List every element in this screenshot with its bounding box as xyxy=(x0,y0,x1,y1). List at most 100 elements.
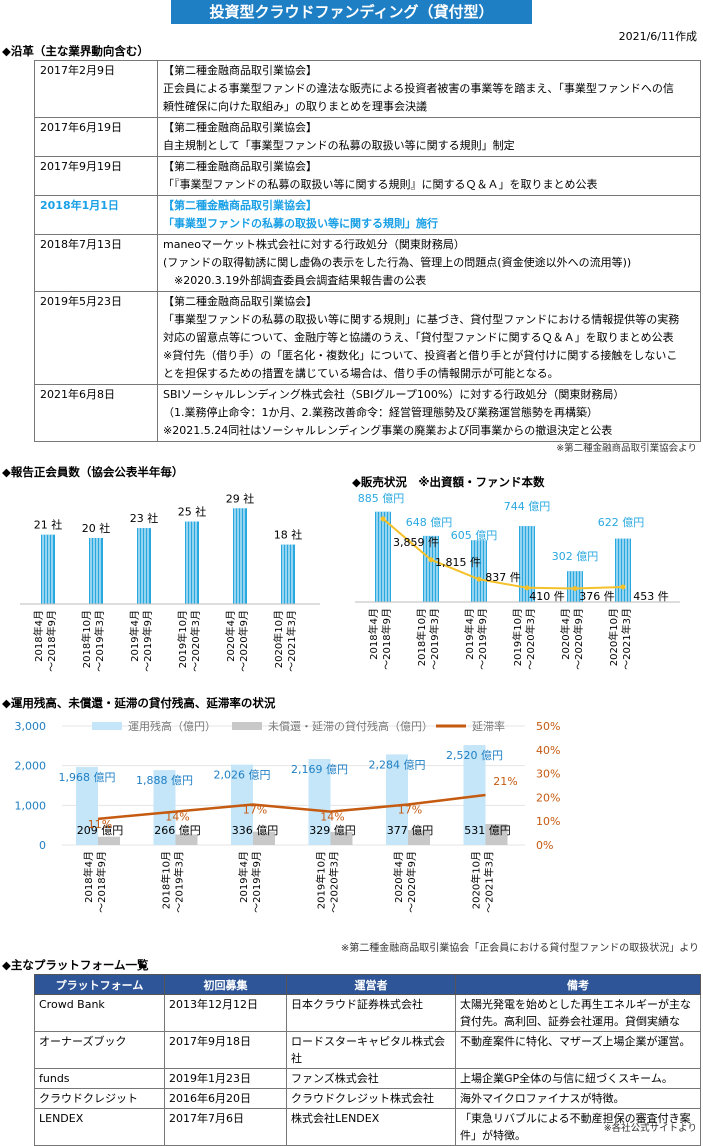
history-line: 【第二種金融商品取引業協会】 xyxy=(163,121,317,134)
sales-category-label: ～2019年9月 xyxy=(476,608,489,670)
sales-category-label: ～2020年9月 xyxy=(572,608,585,670)
balance-bar xyxy=(76,766,98,845)
y2-tick-label: 50% xyxy=(536,720,560,733)
col-header-first-offer: 初回募集 xyxy=(164,974,287,995)
balance-category-label: ～2019年9月 xyxy=(250,851,263,913)
history-line: 「事業型ファンドの私募の取扱い等に関する規則」施行 xyxy=(163,217,438,230)
history-line: maneoマーケット株式会社に対する行政処分（関東財務局） xyxy=(163,238,465,251)
balance-category-label: 2018年4月 xyxy=(82,851,95,903)
npl-bar xyxy=(175,834,198,845)
history-row: 2021年6月8日 SBIソーシャルレンディング株式会社（SBIグループ100%）… xyxy=(34,384,701,442)
platform-row: funds 2019年1月23日 ファンズ株式会社 上場企業GP全体の与信に紐づくスキ… xyxy=(34,1068,701,1089)
history-description: 【第二種金融商品取引業協会】「事業型ファンドの私募の取扱い等に関する規則」施行 xyxy=(157,195,701,235)
sales-count-label: 410 件 xyxy=(529,590,565,603)
history-description: SBIソーシャルレンディング株式会社（SBIグループ100%）に対する行政処分（… xyxy=(157,384,701,442)
y2-tick-label: 30% xyxy=(536,768,560,781)
balance-category-label: ～2018年9月 xyxy=(95,851,108,913)
npl-value-label: 377 億円 xyxy=(387,824,434,837)
history-line: SBIソーシャルレンディング株式会社（SBIグループ100%）に対する行政処分（… xyxy=(163,388,625,401)
member-category-label: 2019年10月 xyxy=(176,610,189,668)
platforms-section-title: ◆主なプラットフォーム一覧 xyxy=(2,958,149,972)
balance-chart: 0 1,000 2,000 3,000 0% 10% 20% 30% 40% 50% 運用残高（億円… xyxy=(15,719,561,913)
history-line: 【第二種金融商品取引業協会】 xyxy=(163,160,317,173)
balance-category-label: ～2019年3月 xyxy=(173,851,186,913)
balance-category-label: 2019年10月 xyxy=(315,851,328,909)
sales-category-label: 2019年10月 xyxy=(511,608,524,666)
platform-name: LENDEX xyxy=(34,1108,165,1146)
sales-count-label: 837 件 xyxy=(485,571,521,584)
platform-row: Crowd Bank 2013年12月12日 日本クラウド証券株式会社 太陽光発電を始… xyxy=(34,994,701,1032)
member-category-label: ～2021年3月 xyxy=(285,610,298,672)
balance-bar xyxy=(386,754,408,845)
platforms-source: ※各社公式サイトより xyxy=(603,1123,697,1134)
rate-value-label: 17% xyxy=(243,804,267,817)
sales-category-label: ～2021年3月 xyxy=(620,608,633,670)
platform-operator: 株式会社LENDEX xyxy=(286,1108,456,1146)
sales-amount-label: 605 億円 xyxy=(451,529,498,542)
rate-value-label: 14% xyxy=(320,811,344,824)
platform-operator: 日本クラウド証券株式会社 xyxy=(286,994,456,1032)
history-table: 2017年2月9日 【第二種金融商品取引業協会】 正会員による事業型ファンドの違法な… xyxy=(34,60,701,442)
platform-name: クラウドクレジット xyxy=(34,1088,165,1109)
history-line: (ファンドの取得勧誘に関し虚偽の表示をした行為、管理上の問題点(資金使途以外への… xyxy=(163,256,632,269)
col-header-operator: 運営者 xyxy=(286,974,456,995)
member-value-label: 23 社 xyxy=(130,511,159,525)
history-source: ※第二種金融商品取引業協会より xyxy=(556,443,697,454)
col-header-notes: 備考 xyxy=(455,974,701,995)
sales-count-label: 1,815 件 xyxy=(435,556,481,569)
npl-bar xyxy=(98,836,120,845)
sales-count-label: 453 件 xyxy=(633,590,669,603)
member-value-label: 29 社 xyxy=(226,491,255,505)
history-line: ※貸付先（借り手）の「匿名化・複数化」について、投資者と借り手とが貸付けに関する… xyxy=(163,349,678,362)
members-chart: 21 社 2018年4月 ～2018年9月 20 社 2018年10月 ～2019年3月 2… xyxy=(20,491,320,672)
sales-category-label: ～2020年3月 xyxy=(524,608,537,670)
sales-chart: 2018年4月 ～2018年9月 2018年10月 ～2019年3月 2019年4月 ～2… xyxy=(355,492,680,670)
sales-amount-label: 648 億円 xyxy=(406,516,453,529)
history-description: 【第二種金融商品取引業協会】自主規制として「事業型ファンドの私募の取扱い等に関す… xyxy=(157,117,701,157)
npl-value-label: 531 億円 xyxy=(464,824,511,837)
member-category-label: ～2020年9月 xyxy=(237,610,250,672)
balance-category-label: ～2021年3月 xyxy=(483,851,496,913)
balance-section-title: ◆運用残高、未償還・延滞の貸付残高、延滞率の状況 xyxy=(2,696,276,710)
npl-value-label: 329 億円 xyxy=(309,824,356,837)
sales-amount-label: 885 億円 xyxy=(358,492,405,505)
npl-bar xyxy=(253,831,275,845)
history-section-title: ◆沿革（主な業界動向含む） xyxy=(2,44,149,58)
platform-row: オーナーズブック 2017年9月18日 ロードスターキャピタル株式会社 不動産案件に特… xyxy=(34,1031,701,1069)
npl-bar xyxy=(408,830,430,845)
balance-category-label: ～2020年3月 xyxy=(328,851,341,913)
balance-value-label: 1,888 億円 xyxy=(136,774,193,787)
history-description: maneoマーケット株式会社に対する行政処分（関東財務局） (ファンドの取得勧誘に… xyxy=(157,234,701,292)
member-value-label: 18 社 xyxy=(274,528,303,542)
member-value-label: 25 社 xyxy=(178,505,207,519)
history-line: 正会員による事業型ファンドの違法な販売による投資者被害の事業等を踏まえ、「事業型… xyxy=(163,82,674,95)
sales-category-label: 2018年4月 xyxy=(367,608,380,660)
balance-category-label: ～2020年9月 xyxy=(405,851,418,913)
sales-amount-label: 622 億円 xyxy=(598,516,645,529)
member-value-label: 21 社 xyxy=(34,518,63,532)
sales-category-label: 2020年10月 xyxy=(607,608,620,666)
rate-line xyxy=(97,793,486,821)
balance-category-label: 2019年4月 xyxy=(237,851,250,903)
platform-note: 太陽光発電を始めとした再生エネルギーが主な貸付先。高利回、証券会社運用。貸倒実績… xyxy=(455,994,701,1032)
y2-tick-label: 0% xyxy=(536,839,553,852)
balance-value-label: 2,520 億円 xyxy=(446,749,503,762)
history-description: 【第二種金融商品取引業協会】「『事業型ファンドの私募の取扱い等に関する規則』に関… xyxy=(157,156,701,196)
platform-operator: ロードスターキャピタル株式会社 xyxy=(286,1031,456,1069)
platform-row: クラウドクレジット 2016年6月20日 クラウドクレジット株式会社 海外マイクロファ… xyxy=(34,1088,701,1109)
history-line: 【第二種金融商品取引業協会】 xyxy=(163,199,317,212)
history-line: 自主規制として「事業型ファンドの私募の取扱い等に関する規則」制定 xyxy=(163,139,515,152)
platform-row: LENDEX 2017年7月6日 株式会社LENDEX 「東急リバブルによる不動産担保… xyxy=(34,1108,701,1146)
sales-category-label: ～2018年9月 xyxy=(380,608,393,670)
platform-note: 海外マイクロファイナスが特徴。 xyxy=(455,1088,701,1109)
sales-count-label: 3,859 件 xyxy=(393,536,439,549)
history-date: 2021年6月8日 xyxy=(34,384,158,442)
balance-category-label: 2018年10月 xyxy=(160,851,173,909)
sales-count-point xyxy=(428,557,434,563)
created-date: 2021/6/11作成 xyxy=(618,30,697,43)
platform-first-offer: 2019年1月23日 xyxy=(164,1068,287,1089)
sales-count-point xyxy=(572,585,578,591)
page-title: 投資型クラウドファンディング（貸付型） xyxy=(171,0,532,24)
balance-value-label: 1,968 億円 xyxy=(59,771,116,784)
history-line: 「『事業型ファンドの私募の取扱い等に関する規則』に関するＱ＆Ａ」を取りまとめ公表 xyxy=(163,178,598,191)
